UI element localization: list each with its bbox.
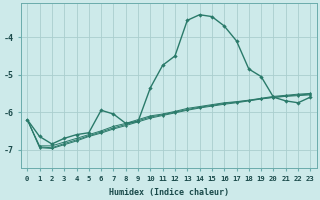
X-axis label: Humidex (Indice chaleur): Humidex (Indice chaleur) xyxy=(109,188,229,197)
